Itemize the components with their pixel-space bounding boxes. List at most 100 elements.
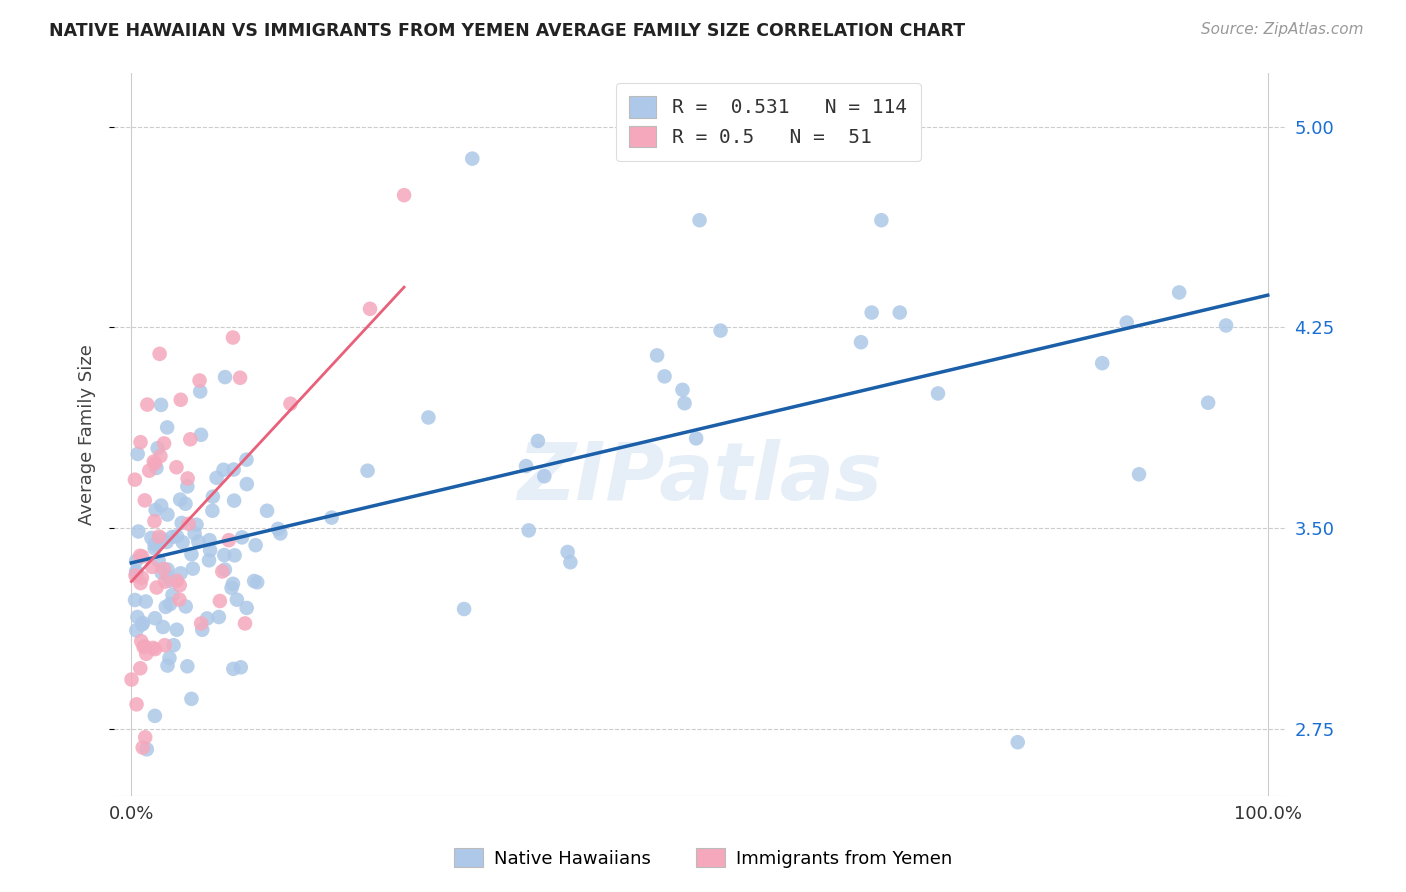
Point (176, 659, 198, 673)
Point (222, 330, 245, 344)
Point (125, 566, 148, 581)
Text: NATIVE HAWAIIAN VS IMMIGRANTS FROM YEMEN AVERAGE FAMILY SIZE CORRELATION CHART: NATIVE HAWAIIAN VS IMMIGRANTS FROM YEMEN… (49, 22, 966, 40)
Point (156, 562, 179, 576)
Point (176, 471, 198, 485)
Point (927, 386, 949, 401)
Text: ZIPatlas: ZIPatlas (517, 439, 882, 516)
Point (127, 610, 149, 624)
Point (124, 473, 146, 487)
Point (141, 560, 163, 574)
Point (233, 616, 256, 631)
Point (533, 469, 555, 483)
Point (125, 554, 148, 568)
Point (152, 620, 174, 634)
Point (136, 398, 159, 412)
Point (849, 335, 872, 350)
Point (527, 434, 550, 448)
Point (172, 535, 194, 549)
Point (181, 561, 204, 575)
Point (159, 597, 181, 611)
Point (131, 549, 153, 564)
Point (156, 420, 179, 434)
Point (145, 503, 167, 517)
Point (169, 566, 191, 581)
Point (169, 592, 191, 607)
Point (222, 576, 245, 591)
Point (235, 452, 257, 467)
Legend: Native Hawaiians, Immigrants from Yemen: Native Hawaiians, Immigrants from Yemen (443, 837, 963, 879)
Point (143, 457, 166, 471)
Point (190, 616, 212, 631)
Point (143, 541, 166, 556)
Point (671, 383, 693, 397)
Point (245, 538, 267, 552)
Point (1007, 735, 1029, 749)
Point (222, 462, 245, 476)
Point (131, 617, 153, 632)
Point (150, 532, 173, 546)
Point (156, 535, 179, 549)
Point (145, 461, 167, 475)
Point (187, 534, 209, 549)
Point (418, 410, 440, 425)
Point (124, 593, 146, 607)
Point (129, 634, 152, 648)
Point (132, 616, 155, 631)
Point (132, 640, 155, 654)
Point (166, 574, 188, 588)
Point (224, 493, 246, 508)
Point (143, 514, 166, 528)
Point (235, 601, 257, 615)
Point (125, 565, 148, 579)
Point (246, 575, 269, 590)
Point (392, 188, 415, 202)
Point (1215, 318, 1237, 333)
Point (138, 464, 160, 478)
Point (166, 623, 188, 637)
Point (560, 555, 582, 569)
Point (645, 348, 668, 362)
Point (162, 530, 184, 544)
Point (150, 566, 173, 580)
Point (224, 549, 246, 563)
Point (709, 324, 731, 338)
Point (162, 638, 184, 652)
Point (212, 463, 235, 477)
Point (267, 522, 290, 536)
Point (170, 392, 193, 407)
Point (141, 531, 163, 545)
Text: Source: ZipAtlas.com: Source: ZipAtlas.com (1201, 22, 1364, 37)
Point (159, 651, 181, 665)
Point (685, 431, 707, 445)
Point (221, 581, 243, 595)
Point (356, 464, 378, 478)
Point (145, 581, 167, 595)
Point (225, 592, 247, 607)
Point (889, 305, 911, 319)
Point (121, 673, 143, 687)
Point (191, 623, 214, 637)
Point (201, 504, 224, 518)
Point (208, 610, 231, 624)
Point (129, 661, 152, 675)
Point (214, 548, 236, 562)
Point (654, 369, 676, 384)
Point (208, 594, 231, 608)
Point (125, 624, 148, 638)
Point (129, 549, 152, 563)
Point (166, 529, 188, 543)
Point (129, 576, 152, 591)
Point (256, 504, 278, 518)
Point (156, 569, 179, 583)
Point (156, 508, 179, 522)
Point (214, 563, 236, 577)
Point (143, 642, 166, 657)
Point (131, 571, 153, 585)
Point (143, 709, 166, 723)
Point (149, 347, 172, 361)
Point (359, 301, 381, 316)
Point (148, 530, 170, 544)
Point (321, 510, 343, 524)
Point (153, 574, 176, 589)
Point (142, 454, 165, 468)
